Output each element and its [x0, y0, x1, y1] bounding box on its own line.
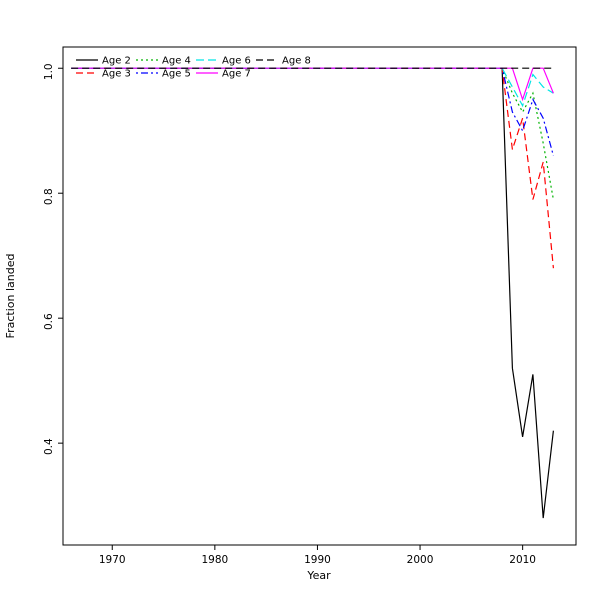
legend-label-age-6: Age 6 — [222, 56, 251, 67]
chart-dynamic-layer: 1970 1980 1990 2000 2010 0.4 0.6 0.8 1.0 Age 2 Age… — [43, 46, 577, 566]
plot-box — [62, 46, 577, 546]
y-axis-title: Fraction landed — [4, 254, 17, 339]
legend-label-age-5: Age 5 — [162, 69, 191, 80]
series-line-age-3 — [71, 67, 554, 269]
legend-label-age-2: Age 2 — [102, 56, 131, 67]
y-tick-label: 1.0 — [43, 63, 55, 80]
series-line-age-4 — [71, 67, 554, 200]
series-line-age-2 — [71, 67, 554, 519]
x-axis-title: Year — [306, 569, 331, 582]
legend-label-age-7: Age 7 — [222, 69, 251, 80]
y-tick-label: 0.6 — [43, 313, 55, 330]
legend-label-age-8: Age 8 — [282, 56, 311, 67]
x-tick-label: 2000 — [407, 554, 434, 566]
legend-label-age-3: Age 3 — [102, 69, 131, 80]
series-line-age-6 — [71, 67, 554, 108]
x-tick-label: 1980 — [201, 554, 228, 566]
series-line-age-5 — [71, 67, 554, 156]
x-tick-label: 1990 — [304, 554, 331, 566]
y-tick-label: 0.8 — [43, 188, 55, 205]
x-tick-label: 2010 — [509, 554, 536, 566]
x-tick-label: 1970 — [99, 554, 126, 566]
y-tick-label: 0.4 — [43, 438, 55, 455]
legend-label-age-4: Age 4 — [162, 56, 191, 67]
